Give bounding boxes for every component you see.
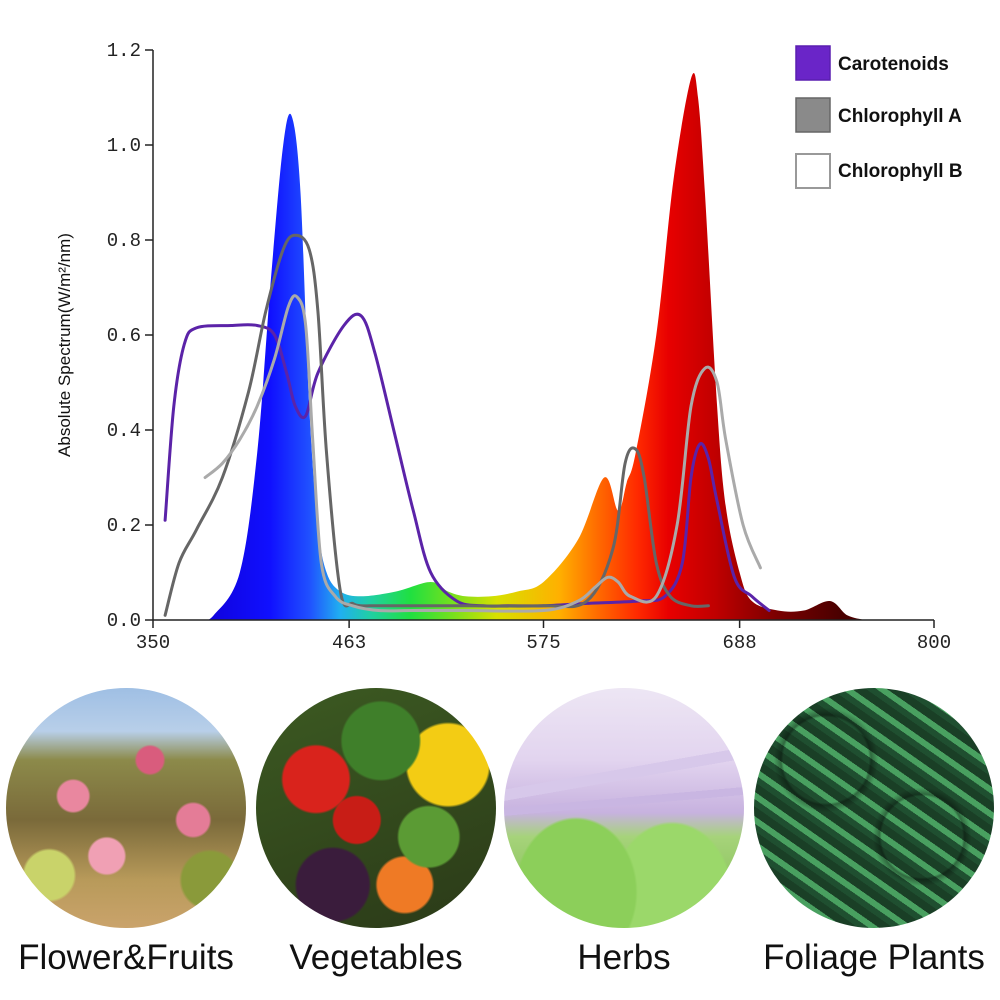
- legend-item-chlorophyll-a: Chlorophyll A: [795, 97, 962, 133]
- legend-swatch-chlorophyll-b: [795, 153, 831, 189]
- y-tick-label: 1.0: [107, 135, 141, 157]
- category-label-vegetables: Vegetables: [289, 938, 463, 977]
- x-tick-label: 463: [332, 632, 366, 654]
- legend-label-chlorophyll-b: Chlorophyll B: [838, 161, 963, 182]
- series-line-chlorophyll-b: [203, 294, 762, 613]
- legend-swatch-carotenoids: [795, 45, 831, 81]
- y-tick-label: 0.6: [107, 325, 141, 347]
- legend-item-carotenoids: Carotenoids: [795, 45, 949, 81]
- category-label-herbs: Herbs: [577, 938, 671, 977]
- vegetables-photo: [256, 688, 496, 928]
- category-label-foliage-plants: Foliage Plants: [763, 938, 985, 977]
- category-herbs: Herbs: [504, 688, 744, 988]
- x-tick-group: 350 463 575 688 800: [136, 620, 951, 654]
- y-tick-label: 0.0: [107, 610, 141, 632]
- legend-swatch-chlorophyll-a: [795, 97, 831, 133]
- x-tick-label: 350: [136, 632, 170, 654]
- legend-label-chlorophyll-a: Chlorophyll A: [838, 106, 962, 127]
- flower-fruits-photo: [6, 688, 246, 928]
- category-label-flower-fruits: Flower&Fruits: [18, 938, 234, 977]
- category-flower-fruits: Flower&Fruits: [6, 688, 246, 988]
- y-tick-label: 0.8: [107, 230, 141, 252]
- foliage-plants-photo: [754, 688, 994, 928]
- legend-label-carotenoids: Carotenoids: [838, 54, 949, 75]
- y-axis-label: Absolute Spectrum(W/m²/nm): [55, 233, 74, 457]
- category-foliage-plants: Foliage Plants: [754, 688, 994, 988]
- legend: Carotenoids Chlorophyll A Chlorophyll B: [795, 45, 963, 189]
- legend-item-chlorophyll-b: Chlorophyll B: [795, 153, 963, 189]
- x-tick-label: 688: [723, 632, 757, 654]
- spectrum-chart: Absolute Spectrum(W/m²/nm) 0.00.20.40.60…: [55, 40, 963, 654]
- x-tick-label: 800: [917, 632, 951, 654]
- category-vegetables: Vegetables: [256, 688, 496, 988]
- series-line-carotenoids: [163, 312, 771, 612]
- series-line-chlorophyll-a: [163, 233, 710, 617]
- y-tick-label: 0.2: [107, 515, 141, 537]
- y-tick-label: 0.4: [107, 420, 141, 442]
- y-tick-label: 1.2: [107, 40, 141, 62]
- herbs-photo: [504, 688, 744, 928]
- x-tick-label: 575: [526, 632, 560, 654]
- y-tick-group: 0.0 0.2 0.4 0.6 0.8 1.0 1.2: [107, 40, 153, 632]
- series-line-group: [163, 233, 771, 617]
- led-spectrum-area: [201, 73, 865, 621]
